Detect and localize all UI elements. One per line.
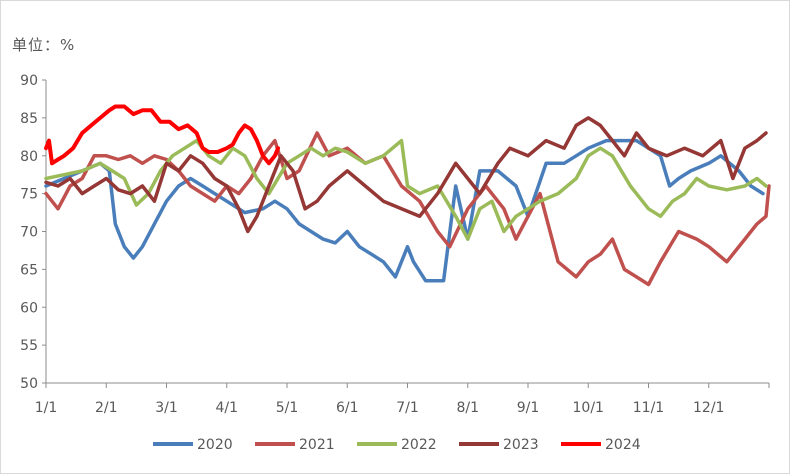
y-tick-label: 60 bbox=[20, 300, 38, 316]
x-tick-label: 3/1 bbox=[155, 400, 178, 416]
series-line-2023 bbox=[44, 116, 768, 234]
x-tick-label: 12/1 bbox=[693, 400, 724, 416]
x-tick-label: 7/1 bbox=[396, 400, 419, 416]
y-tick-label: 65 bbox=[20, 262, 38, 278]
x-tick-label: 9/1 bbox=[517, 400, 540, 416]
x-tick-label: 10/1 bbox=[573, 400, 604, 416]
x-tick-label: 5/1 bbox=[276, 400, 299, 416]
y-tick-label: 75 bbox=[20, 187, 38, 203]
x-tick-label: 4/1 bbox=[215, 400, 238, 416]
x-tick-label: 11/1 bbox=[633, 400, 664, 416]
legend-label-2021: 2021 bbox=[299, 437, 335, 453]
x-tick-label: 8/1 bbox=[456, 400, 479, 416]
legend: 2020 2021 2022 2023 2024 bbox=[153, 437, 641, 453]
unit-label: 单位：% bbox=[12, 36, 76, 54]
legend-label-2020: 2020 bbox=[197, 437, 233, 453]
legend-label-2024: 2024 bbox=[605, 437, 641, 453]
legend-label-2023: 2023 bbox=[503, 437, 539, 453]
x-tick-label: 2/1 bbox=[95, 400, 118, 416]
legend-label-2022: 2022 bbox=[401, 437, 437, 453]
series-line-2021 bbox=[44, 131, 771, 287]
series-line-2024 bbox=[44, 104, 280, 166]
y-tick-label: 90 bbox=[20, 73, 38, 89]
y-tick-label: 55 bbox=[20, 338, 38, 354]
x-tick-label: 6/1 bbox=[336, 400, 359, 416]
series-line-2022 bbox=[44, 138, 768, 241]
y-tick-label: 85 bbox=[20, 111, 38, 127]
x-tick-label: 1/1 bbox=[35, 400, 58, 416]
axes: 50 55 60 65 70 75 80 85 90 1/1 2/1 3/1 4/1 5/1 6/1 7/1 8… bbox=[20, 73, 770, 416]
y-tick-label: 50 bbox=[20, 376, 38, 392]
series-group bbox=[44, 104, 771, 287]
y-tick-label: 80 bbox=[20, 149, 38, 165]
y-tick-label: 70 bbox=[20, 225, 38, 241]
